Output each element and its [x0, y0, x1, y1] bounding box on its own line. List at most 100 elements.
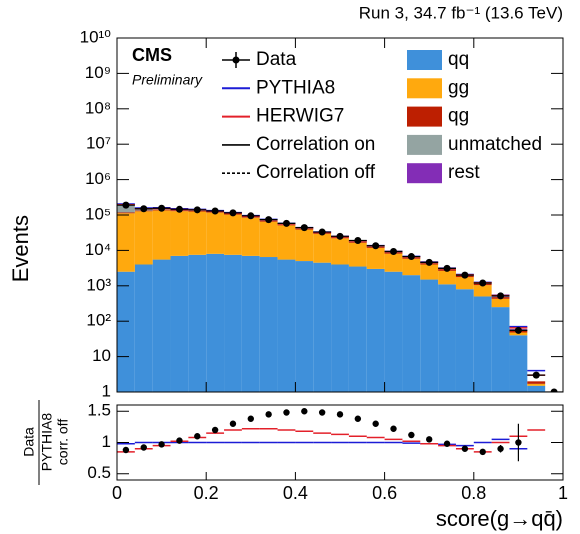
y-tick-label: 10⁴: [85, 240, 111, 259]
ratio-y-tick-label: 1: [102, 432, 111, 451]
legend-label: rest: [448, 162, 480, 183]
legend-label: Correlation off: [256, 162, 376, 183]
ratio-label-top: Data: [21, 427, 37, 457]
x-tick-label: 0: [112, 483, 122, 503]
legend-swatch: [407, 50, 442, 70]
data-point: [318, 228, 326, 236]
stack-bar: [224, 254, 242, 392]
ratio-point: [336, 411, 344, 418]
y-tick-label: 10⁵: [85, 204, 111, 223]
stack-bar: [117, 271, 135, 392]
legend-marker: [232, 56, 240, 64]
y-axis-label: Events: [8, 215, 33, 282]
data-point: [407, 253, 415, 261]
ratio-point: [158, 441, 165, 448]
stack-bar: [277, 259, 296, 392]
data-point: [461, 271, 469, 279]
ratio-point: [426, 436, 433, 443]
stack-bar: [259, 221, 278, 258]
preliminary-label: Preliminary: [132, 72, 203, 88]
stack-bar: [134, 211, 153, 265]
legend-label: gg: [448, 77, 469, 98]
data-point: [336, 232, 344, 240]
stack-bar: [295, 261, 314, 392]
stack-bar: [241, 217, 260, 256]
x-tick-label: 0.4: [283, 483, 308, 503]
ratio-point: [247, 415, 254, 422]
stack-bar: [455, 289, 474, 392]
ratio-point: [443, 440, 451, 447]
data-point: [425, 258, 433, 266]
y-tick-label: 10⁹: [85, 63, 111, 82]
ratio-point: [515, 439, 522, 446]
data-point: [443, 264, 451, 272]
stack-bar: [509, 335, 528, 392]
data-point: [497, 292, 505, 300]
legend-swatch: [407, 134, 442, 155]
ratio-point: [479, 448, 486, 456]
ratio-point: [497, 445, 504, 452]
stack-bar: [170, 255, 189, 392]
data-point: [175, 205, 183, 213]
legend-label: qg: [448, 106, 469, 127]
plot-area: [117, 201, 563, 392]
legend-label: Data: [256, 49, 297, 70]
data-point: [211, 207, 219, 215]
stack-bar: [473, 296, 492, 392]
stack-bar: [331, 238, 349, 265]
legend-swatch: [407, 106, 442, 127]
legend-swatch: [407, 78, 442, 99]
y-tick-label: 10: [92, 346, 111, 365]
data-point: [193, 206, 201, 214]
x-tick-label: 1: [558, 483, 568, 503]
y-tick-label: 10¹⁰: [80, 27, 112, 46]
ratio-point: [211, 426, 219, 434]
stack-bar: [295, 229, 314, 262]
ratio-point: [283, 409, 290, 416]
ratio-point: [318, 409, 326, 416]
ratio-y-tick-label: 0.5: [87, 463, 111, 482]
data-point: [247, 212, 255, 220]
stack-bar: [170, 211, 189, 256]
stack-bar: [527, 383, 546, 386]
legend-label: Correlation on: [256, 134, 375, 155]
ratio-point: [461, 445, 469, 452]
x-axis-label: score(g→qq̄): [436, 506, 563, 531]
data-point: [282, 219, 290, 227]
ratio-label-bottom: PYTHIA8: [39, 413, 55, 472]
stack-bar: [384, 253, 403, 272]
data-point: [354, 237, 362, 245]
ratio-point: [390, 425, 397, 432]
stack-bar: [117, 213, 135, 272]
stack-bar: [348, 242, 367, 267]
stack-bar: [241, 255, 260, 392]
ratio-point: [229, 420, 237, 427]
y-tick-label: 10⁶: [85, 169, 111, 188]
ratio-point: [301, 408, 308, 415]
legend-label: HERWIG7: [256, 106, 344, 127]
data-point: [229, 209, 237, 217]
stack-bar: [366, 268, 385, 392]
y-tick-label: 10⁷: [86, 134, 111, 153]
y-tick-label: 1: [102, 381, 111, 400]
data-point: [372, 242, 380, 250]
data-point: [532, 371, 540, 379]
stack-bar: [473, 285, 492, 297]
stack-bar: [384, 271, 403, 392]
stack-bar: [313, 262, 332, 392]
stack-bar: [206, 253, 225, 392]
ratio-label-bottom: corr. off: [55, 419, 71, 466]
stack-bar: [188, 211, 207, 255]
legend-label: qq: [448, 49, 469, 70]
stack-bar: [527, 385, 546, 392]
stack-bar: [331, 264, 349, 392]
stack-bar: [527, 381, 546, 384]
stack-bar: [366, 247, 385, 269]
data-point: [550, 388, 558, 392]
stack-bar: [348, 266, 367, 392]
stack-bar: [491, 298, 510, 308]
stack-bar: [438, 270, 456, 285]
stack-bar: [152, 259, 171, 392]
legend-label: PYTHIA8: [256, 77, 335, 98]
